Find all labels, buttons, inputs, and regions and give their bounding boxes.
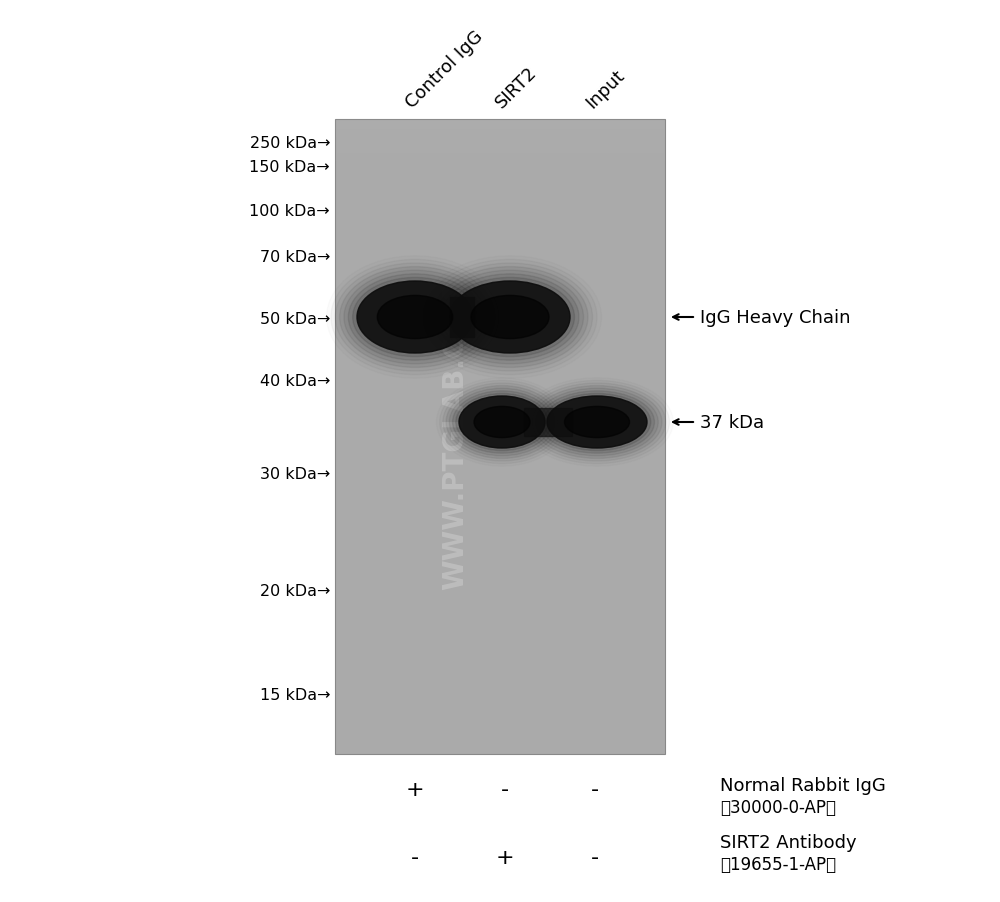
Ellipse shape	[446, 386, 558, 459]
Bar	[335, 143, 665, 146]
Bar	[335, 122, 665, 124]
Bar	[524, 409, 572, 437]
Bar	[335, 142, 665, 143]
Bar	[335, 130, 665, 132]
Ellipse shape	[547, 397, 647, 448]
Ellipse shape	[532, 386, 662, 459]
Text: 37 kDa: 37 kDa	[700, 413, 764, 431]
Ellipse shape	[474, 407, 530, 438]
Ellipse shape	[344, 271, 486, 364]
Ellipse shape	[456, 394, 548, 451]
Ellipse shape	[459, 397, 545, 448]
Ellipse shape	[446, 278, 574, 357]
Ellipse shape	[459, 397, 545, 448]
Bar	[335, 120, 665, 122]
Bar	[335, 146, 665, 148]
Text: -: -	[411, 847, 419, 867]
Text: 70 kDa→: 70 kDa→	[260, 250, 330, 265]
Bar	[335, 170, 665, 171]
Ellipse shape	[377, 296, 453, 339]
Ellipse shape	[564, 407, 630, 438]
Ellipse shape	[450, 281, 570, 354]
Bar	[335, 171, 665, 174]
Bar	[335, 132, 665, 133]
Bar	[335, 174, 665, 176]
Text: 20 kDa→: 20 kDa→	[260, 584, 330, 599]
Bar	[335, 133, 665, 136]
Bar	[335, 136, 665, 138]
Ellipse shape	[536, 389, 658, 456]
Text: 250 kDa→: 250 kDa→	[250, 135, 330, 151]
Bar	[335, 164, 665, 166]
Ellipse shape	[353, 278, 477, 357]
Bar	[335, 152, 665, 154]
Bar	[335, 154, 665, 156]
Text: Control IgG: Control IgG	[402, 28, 487, 112]
Text: 100 kDa→: 100 kDa→	[249, 204, 330, 219]
Text: IgG Heavy Chain: IgG Heavy Chain	[700, 308, 850, 327]
Text: 150 kDa→: 150 kDa→	[249, 161, 330, 175]
Bar	[335, 128, 665, 130]
Ellipse shape	[432, 267, 588, 368]
Text: +: +	[496, 847, 514, 867]
Ellipse shape	[471, 296, 549, 339]
Bar	[335, 126, 665, 128]
Text: +: +	[406, 779, 424, 799]
Bar	[335, 161, 665, 164]
Text: （19655-1-AP）: （19655-1-AP）	[720, 855, 836, 873]
Text: -: -	[591, 779, 599, 799]
Text: SIRT2: SIRT2	[492, 63, 541, 112]
Bar	[335, 168, 665, 170]
Ellipse shape	[450, 281, 570, 354]
Text: Normal Rabbit IgG: Normal Rabbit IgG	[720, 776, 886, 794]
Bar	[335, 140, 665, 142]
Text: -: -	[591, 847, 599, 867]
Ellipse shape	[441, 274, 579, 361]
Ellipse shape	[543, 394, 651, 451]
Text: -: -	[501, 779, 509, 799]
Bar	[335, 156, 665, 158]
Bar	[335, 178, 665, 179]
Bar	[335, 166, 665, 168]
Ellipse shape	[357, 281, 473, 354]
Bar	[335, 138, 665, 140]
Bar	[335, 150, 665, 152]
Text: WWW.PTGLAB.COM: WWW.PTGLAB.COM	[441, 285, 469, 589]
Text: SIRT2 Antibody: SIRT2 Antibody	[720, 833, 857, 851]
Ellipse shape	[547, 397, 647, 448]
Bar	[335, 160, 665, 161]
Text: Input: Input	[582, 67, 628, 112]
Ellipse shape	[348, 274, 482, 361]
Ellipse shape	[436, 271, 584, 364]
Text: 40 kDa→: 40 kDa→	[260, 374, 330, 389]
Text: （30000-0-AP）: （30000-0-AP）	[720, 798, 836, 816]
Ellipse shape	[449, 389, 555, 456]
Bar	[335, 120, 665, 754]
Text: 15 kDa→: 15 kDa→	[260, 687, 330, 703]
Bar	[335, 176, 665, 178]
Bar	[335, 158, 665, 160]
Ellipse shape	[453, 391, 551, 454]
Ellipse shape	[540, 391, 654, 454]
Bar	[335, 148, 665, 150]
Ellipse shape	[357, 281, 473, 354]
Ellipse shape	[340, 267, 490, 368]
Bar	[335, 124, 665, 126]
Bar	[450, 298, 474, 337]
Text: 50 kDa→: 50 kDa→	[260, 312, 330, 327]
Text: 30 kDa→: 30 kDa→	[260, 467, 330, 482]
